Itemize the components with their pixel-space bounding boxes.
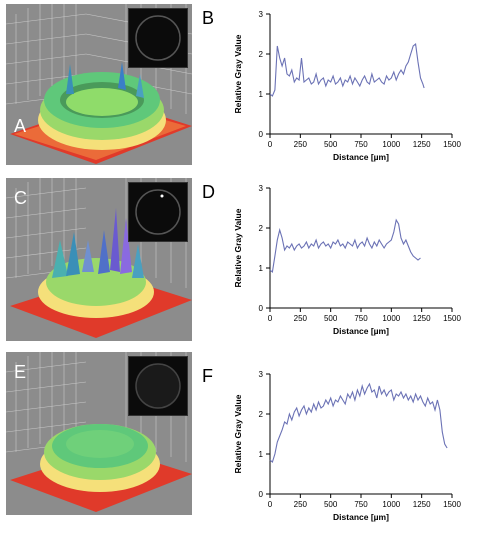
line-chart-b: 0 1 2 3 0 250 500 750 1000 1250 1500 Relative Gray … [233, 10, 461, 162]
x-tick-label: 0 [268, 314, 273, 323]
y-axis-label: Relative Gray Value [233, 394, 243, 473]
y-tick-label: 3 [259, 370, 264, 379]
y-axis-label: Relative Gray Value [233, 208, 243, 287]
panel-label-c: C [14, 188, 27, 208]
x-tick-label: 1500 [443, 140, 461, 149]
y-tick-label: 1 [259, 264, 264, 273]
y-tick-label: 2 [259, 224, 264, 233]
x-tick-label: 250 [294, 500, 308, 509]
x-tick-label: 500 [324, 500, 338, 509]
x-tick-label: 750 [354, 314, 368, 323]
y-tick-label: 3 [259, 10, 264, 19]
panel-label-d: D [202, 182, 215, 202]
x-tick-label: 750 [354, 140, 368, 149]
x-tick-label: 250 [294, 314, 308, 323]
x-tick-label: 1000 [382, 140, 400, 149]
x-tick-label: 1250 [413, 140, 431, 149]
panel-label-a: A [14, 116, 27, 136]
x-tick-label: 750 [354, 500, 368, 509]
profile-line [269, 42, 425, 97]
profile-line [269, 382, 448, 463]
surface-plot-c: C [6, 178, 192, 341]
x-tick-label: 250 [294, 140, 308, 149]
x-tick-label: 1250 [413, 314, 431, 323]
panel-label-b: B [202, 8, 215, 28]
panel-label-f: F [202, 366, 213, 386]
x-tick-label: 500 [324, 314, 338, 323]
x-tick-label: 0 [268, 140, 273, 149]
x-tick-label: 1000 [382, 314, 400, 323]
y-tick-label: 1 [259, 450, 264, 459]
y-tick-label: 0 [259, 490, 264, 499]
micrograph-inset-c [128, 182, 188, 242]
surface-plot-a: A [6, 4, 192, 165]
micrograph-inset-e [128, 356, 188, 416]
y-tick-label: 0 [259, 304, 264, 313]
x-tick-label: 1250 [413, 500, 431, 509]
y-tick-label: 2 [259, 410, 264, 419]
y-tick-label: 0 [259, 130, 264, 139]
surface-plot-a-graphic [6, 4, 192, 164]
micrograph-inset-a [128, 8, 188, 68]
y-axis-label: Relative Gray Value [233, 34, 243, 113]
y-tick-label: 2 [259, 50, 264, 59]
x-tick-label: 1500 [443, 500, 461, 509]
y-tick-label: 1 [259, 90, 264, 99]
line-chart-d: 0 1 2 3 0 250 500 750 1000 1250 1500 Relative Gray … [233, 184, 461, 336]
line-chart-f: 0 1 2 3 0 250 500 750 1000 1250 1500 Relative Gray … [233, 370, 461, 522]
x-tick-label: 500 [324, 140, 338, 149]
surface-plot-e: E [6, 352, 192, 515]
surface-plot-c-graphic [6, 178, 192, 338]
x-axis-label: Distance [µm] [333, 326, 389, 336]
x-axis-label: Distance [µm] [333, 512, 389, 522]
x-tick-label: 1000 [382, 500, 400, 509]
x-axis-label: Distance [µm] [333, 152, 389, 162]
x-tick-label: 0 [268, 500, 273, 509]
panel-label-e: E [14, 362, 27, 382]
x-tick-label: 1500 [443, 314, 461, 323]
y-tick-label: 3 [259, 184, 264, 193]
surface-plot-e-graphic [6, 352, 192, 512]
profile-line [269, 218, 421, 274]
